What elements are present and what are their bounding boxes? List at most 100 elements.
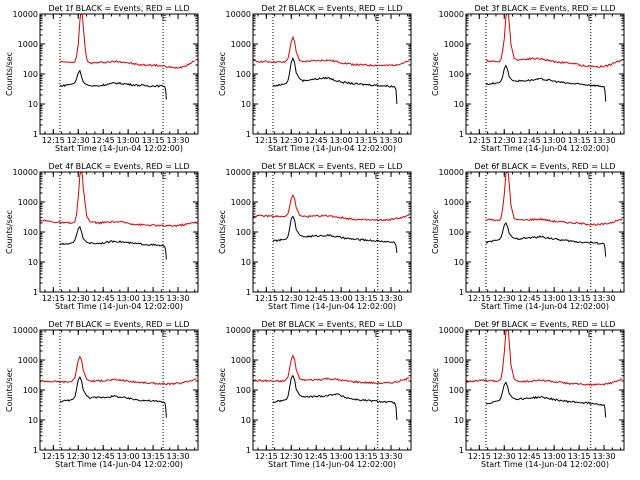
y-axis-label: Counts/sec [218,52,227,96]
panel-title: Det 7f BLACK = Events, RED = LLD [48,320,189,329]
x-tick-label: 12:15 [42,294,65,303]
y-tick-label: 10 [28,416,38,425]
plot-frame [39,329,199,451]
plot-frame [465,171,625,293]
panel-title: Det 6f BLACK = Events, RED = LLD [474,162,615,171]
lld-series-line [253,193,410,222]
end-marker-label: E [375,330,380,339]
x-tick-label: 12:30 [67,136,90,145]
x-tick-label: 12:30 [280,452,303,461]
x-axis-label: Start Time (14-Jun-04 12:02:00) [55,302,183,311]
events-series-line [272,374,398,421]
x-tick-label: 13:00 [117,294,140,303]
y-tick-label: 10 [241,416,251,425]
y-tick-label: 10000 [226,168,251,177]
x-axis-label: Start Time (14-Jun-04 12:02:00) [481,302,609,311]
x-tick-label: 12:30 [493,294,516,303]
y-tick-label: 10 [28,258,38,267]
lld-series-line [485,14,623,68]
panel-title: Det 8f BLACK = Events, RED = LLD [261,320,402,329]
x-tick-label: 12:45 [92,136,115,145]
events-series-line [485,222,607,257]
x-axis-label: Start Time (14-Jun-04 12:02:00) [481,460,609,469]
end-marker-label: E [162,172,167,181]
x-tick-label: 12:15 [255,136,278,145]
y-tick-label: 10 [241,258,251,267]
x-axis-label: Start Time (14-Jun-04 12:02:00) [268,460,396,469]
end-marker-label: E [375,172,380,181]
detector-panel: Det 2f BLACK = Events, RED = LLD Start Ti… [218,4,412,153]
x-tick-label: 13:15 [142,294,165,303]
y-tick-label: 10000 [13,326,38,335]
x-tick-label: 13:15 [568,452,591,461]
panel-title: Det 2f BLACK = Events, RED = LLD [261,4,402,13]
y-tick-label: 100 [23,228,38,237]
y-tick-label: 1 [246,288,251,297]
y-axis-label: Counts/sec [5,52,14,96]
x-tick-label: 13:30 [593,452,616,461]
x-tick-label: 13:00 [330,294,353,303]
plot-frame [465,13,625,135]
panel-title: Det 1f BLACK = Events, RED = LLD [48,4,189,13]
y-tick-label: 100 [23,70,38,79]
events-series-line [59,225,167,260]
y-tick-label: 1000 [444,198,464,207]
y-axis-label: Counts/sec [5,210,14,254]
detector-panel: Det 9f BLACK = Events, RED = LLD Start Ti… [431,320,625,469]
events-series-line [272,215,398,254]
x-tick-label: 13:15 [568,294,591,303]
y-tick-label: 100 [236,70,251,79]
y-tick-label: 1 [459,446,464,455]
x-tick-label: 12:45 [92,452,115,461]
x-axis-label: Start Time (14-Jun-04 12:02:00) [481,144,609,153]
detector-panel: Det 3f BLACK = Events, RED = LLD Start Ti… [431,4,625,153]
y-tick-label: 100 [23,386,38,395]
x-tick-label: 12:45 [305,136,328,145]
events-series-line [59,376,167,418]
y-tick-label: 10000 [13,10,38,19]
y-axis-label: Counts/sec [218,210,227,254]
y-axis-label: Counts/sec [218,368,227,412]
detector-panel: Det 8f BLACK = Events, RED = LLD Start Ti… [218,320,412,469]
y-tick-label: 10000 [439,10,464,19]
y-tick-label: 1 [459,288,464,297]
y-tick-label: 1000 [231,198,251,207]
x-tick-label: 13:15 [142,452,165,461]
detector-panel: Det 1f BLACK = Events, RED = LLD Start Ti… [5,4,199,153]
y-tick-label: 10 [28,100,38,109]
lld-series-line [40,172,197,228]
events-series-line [485,64,607,102]
x-tick-label: 12:45 [518,452,541,461]
y-tick-label: 1000 [18,40,38,49]
lld-series-line [466,330,623,387]
plot-frame [252,329,412,451]
end-marker-label: E [162,330,167,339]
x-tick-label: 12:15 [468,294,491,303]
x-tick-label: 12:30 [493,452,516,461]
x-tick-label: 13:15 [355,452,378,461]
x-tick-label: 12:30 [280,136,303,145]
panel-title: Det 3f BLACK = Events, RED = LLD [474,4,615,13]
y-tick-label: 100 [236,386,251,395]
y-tick-label: 1000 [18,356,38,365]
y-tick-label: 1000 [231,356,251,365]
events-series-line [485,381,607,418]
lld-series-line [40,355,197,386]
detector-panel: Det 5f BLACK = Events, RED = LLD Start Ti… [218,162,412,311]
y-tick-label: 1 [246,446,251,455]
panel-title: Det 5f BLACK = Events, RED = LLD [261,162,402,171]
x-tick-label: 13:00 [543,136,566,145]
y-tick-label: 10 [241,100,251,109]
x-tick-label: 13:00 [117,452,140,461]
events-series-line [59,69,167,100]
y-tick-label: 1 [459,130,464,139]
x-tick-label: 13:30 [593,136,616,145]
end-marker-label: E [588,14,593,23]
events-series-line [272,57,398,105]
end-marker-label: E [162,14,167,23]
panel-title: Det 4f BLACK = Events, RED = LLD [48,162,189,171]
x-tick-label: 12:45 [518,136,541,145]
x-tick-label: 12:15 [468,136,491,145]
x-tick-label: 13:30 [593,294,616,303]
